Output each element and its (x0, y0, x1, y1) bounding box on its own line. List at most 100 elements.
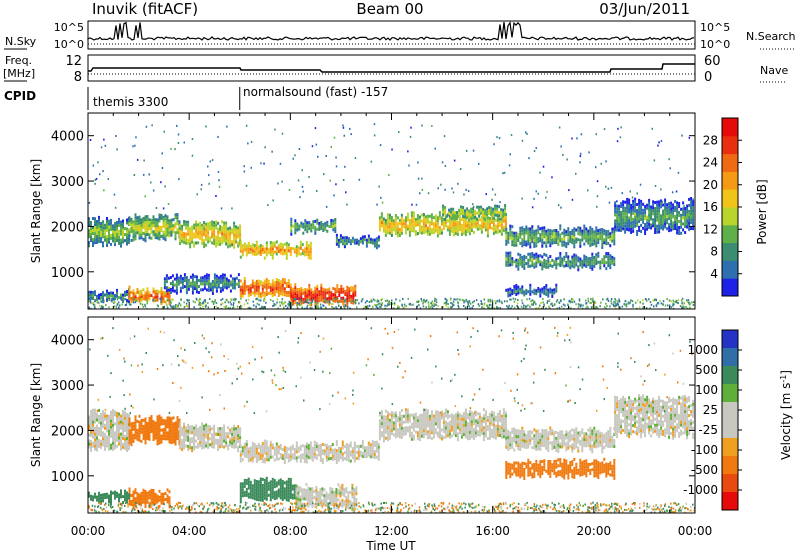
echo-cell (587, 241, 590, 245)
echo-cell (557, 242, 560, 246)
echo-cell (255, 448, 258, 451)
echo-cell (513, 243, 516, 247)
echo-cell (140, 221, 143, 225)
echo-cell (265, 443, 268, 447)
echo-cell (292, 224, 295, 228)
speckle-cell (472, 205, 475, 208)
echo-cell (565, 252, 568, 255)
echo-cell (595, 241, 598, 245)
echo-cell (682, 228, 685, 232)
echo-cell (305, 244, 308, 248)
echo-cell (414, 230, 417, 233)
echo-cell (656, 212, 659, 216)
speckle-cell (449, 299, 452, 302)
echo-cell (287, 456, 290, 460)
echo-cell (187, 238, 190, 242)
echo-cell (114, 243, 116, 247)
echo-cell (172, 431, 175, 435)
echo-cell (265, 286, 268, 290)
echo-cell (98, 218, 100, 222)
echo-cell (509, 236, 512, 240)
echo-cell (98, 230, 100, 234)
echo-cell (211, 439, 214, 443)
echo-cell (275, 240, 278, 244)
echo-cell (231, 280, 234, 284)
echo-cell (496, 224, 499, 228)
echo-cell (219, 242, 222, 246)
speckle-cell (545, 307, 547, 309)
echo-cell (225, 277, 228, 281)
echo-cell (176, 422, 179, 426)
echo-cell (138, 233, 141, 237)
echo-cell (583, 233, 586, 237)
echo-cell (205, 441, 208, 445)
speckle-cell (380, 304, 383, 307)
speckle-cell (501, 302, 503, 305)
echo-cell (312, 223, 315, 227)
echo-cell (416, 232, 419, 236)
echo-cell (241, 244, 244, 248)
echo-cell (307, 247, 310, 251)
echo-cell (388, 225, 391, 229)
echo-cell (642, 202, 645, 206)
echo-cell (88, 217, 90, 221)
echo-cell (261, 248, 264, 251)
echo-cell (622, 221, 625, 225)
echo-cell (620, 223, 623, 226)
echo-cell (634, 200, 637, 204)
echo-cell (108, 417, 110, 421)
speckle-cell (296, 301, 298, 304)
echo-cell (231, 277, 234, 281)
echo-cell (456, 232, 459, 236)
echo-cell (535, 258, 538, 262)
echo-cell (110, 294, 112, 298)
echo-cell (549, 232, 552, 236)
speckle-cell (431, 307, 434, 309)
echo-cell (331, 452, 334, 455)
speckle-cell (308, 298, 311, 301)
echo-cell (201, 437, 204, 441)
echo-cell (187, 226, 190, 230)
echo-cell (170, 426, 173, 430)
speckle-cell (624, 300, 627, 303)
speckle-cell (500, 300, 503, 303)
echo-cell (227, 432, 230, 436)
speckle-cell (296, 304, 298, 307)
echo-cell (164, 220, 167, 224)
echo-cell (168, 293, 171, 296)
echo-cell (275, 281, 278, 284)
echo-cell (144, 423, 147, 427)
echo-cell (116, 294, 118, 298)
speckle-cell (297, 303, 299, 306)
echo-cell (509, 290, 512, 294)
speckle-cell (234, 299, 236, 302)
echo-cell (227, 245, 230, 249)
echo-cell (173, 283, 176, 287)
echo-cell (525, 288, 528, 292)
echo-cell (599, 228, 602, 232)
echo-cell (239, 442, 242, 446)
echo-cell (690, 197, 693, 200)
echo-cell (307, 456, 310, 460)
speckle-cell (563, 307, 565, 309)
echo-cell (573, 253, 576, 257)
echo-cell (309, 453, 312, 457)
speckle-cell (642, 299, 644, 302)
echo-cell (601, 258, 604, 262)
echo-cell (539, 263, 542, 267)
echo-cell (420, 225, 423, 229)
echo-cell (183, 276, 186, 280)
echo-cell (304, 297, 307, 301)
speckle-cell (144, 195, 146, 198)
speckle-cell (594, 302, 597, 305)
speckle-cell (381, 303, 384, 306)
echo-cell (545, 262, 548, 266)
echo-cell (390, 231, 393, 234)
echo-cell (549, 235, 552, 239)
echo-cell (319, 453, 322, 456)
speckle-cell (344, 303, 347, 306)
echo-cell (146, 290, 149, 294)
echo-cell (142, 294, 145, 298)
echo-cell (239, 427, 242, 431)
echo-cell (235, 228, 238, 232)
